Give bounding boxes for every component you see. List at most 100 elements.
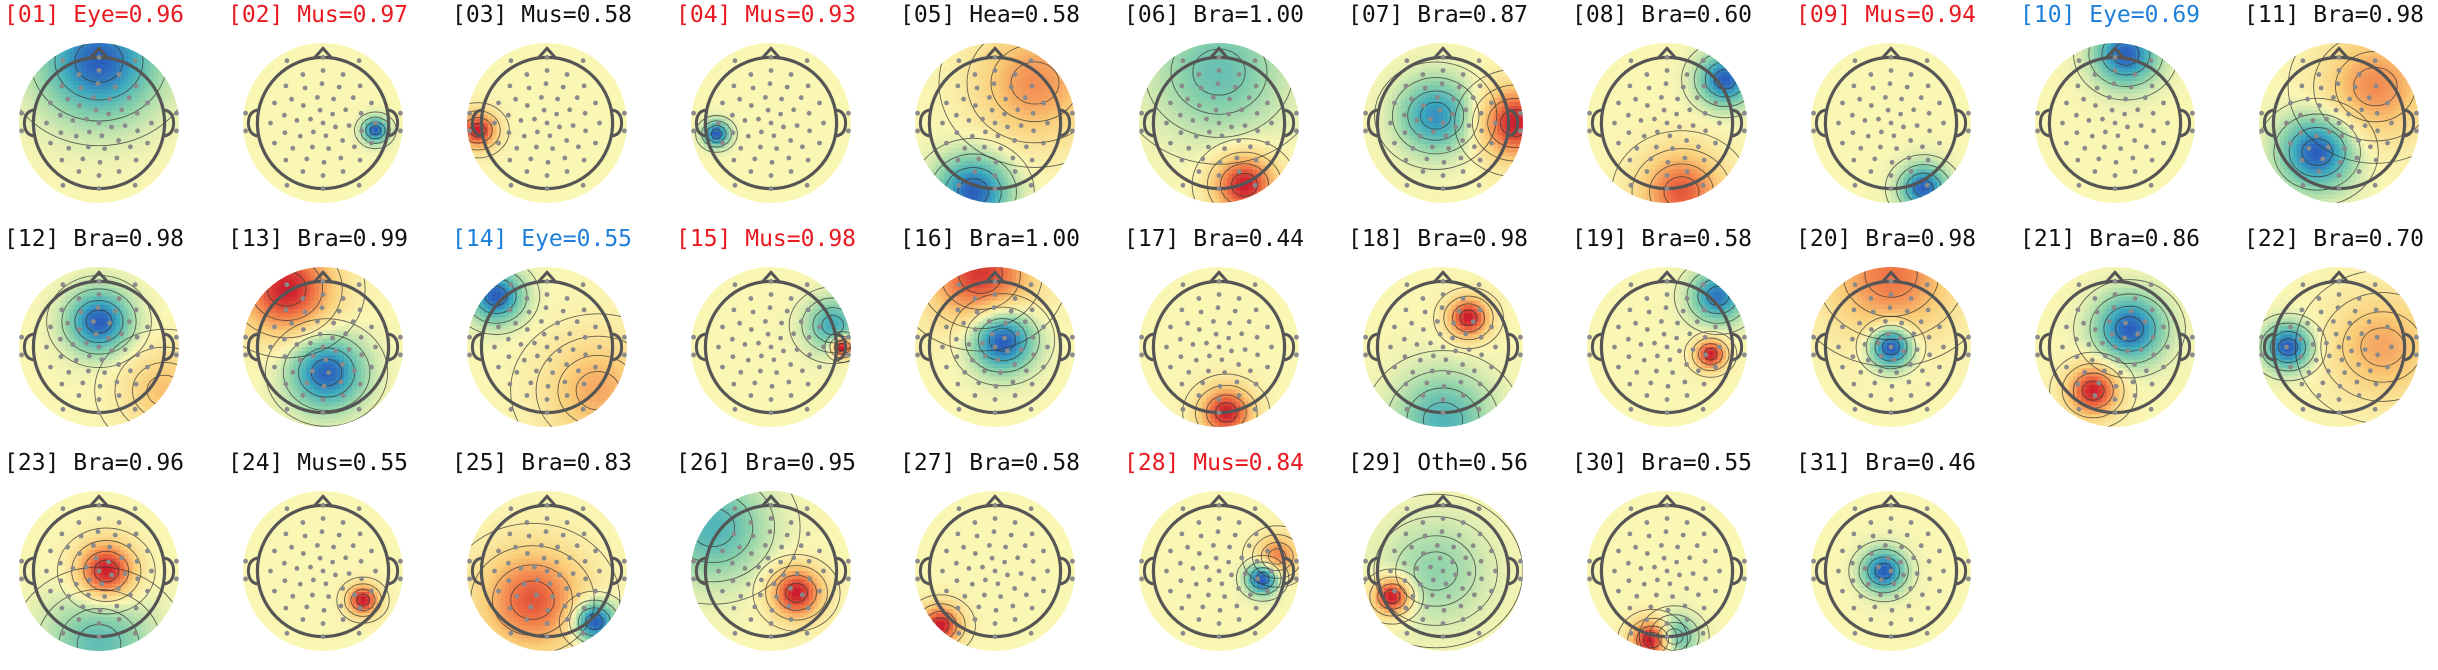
electrode-dot — [1919, 319, 1924, 324]
electrode-dot — [268, 345, 273, 350]
electrode-dot — [1421, 169, 1426, 174]
electrode-dot — [2149, 407, 2154, 412]
electrode-dot — [956, 382, 961, 387]
electrode-dot — [243, 129, 248, 134]
electrode-dot — [781, 573, 786, 578]
electrode-dot — [1217, 621, 1222, 626]
electrode-dot — [340, 362, 345, 367]
electrode-dot — [1703, 111, 1708, 116]
electrode-dot — [508, 532, 513, 537]
electrode-dot — [507, 578, 512, 583]
electrode-dot — [1019, 347, 1024, 352]
electrode-dot — [527, 310, 532, 315]
electrode-dot — [731, 578, 736, 583]
electrode-dot — [622, 129, 627, 134]
electrode-dot — [1665, 516, 1670, 521]
electrode-dot — [1911, 107, 1916, 112]
electrode-dot — [1460, 586, 1465, 591]
electrode-dot — [1493, 569, 1498, 574]
electrode-dot — [321, 397, 326, 402]
electrode-dot — [268, 121, 273, 126]
electrode-dot — [1889, 292, 1894, 297]
electrode-dot — [1030, 308, 1035, 313]
electrode-dot — [1023, 319, 1028, 324]
electrode-dot — [60, 606, 65, 611]
electrode-dot — [2259, 111, 2264, 116]
electrode-dot — [1294, 335, 1299, 340]
component-panel: [20] Bra=0.98 — [1796, 224, 2018, 446]
electrode-dot — [944, 141, 949, 146]
electrode-dot — [304, 381, 309, 386]
electrode-dot — [1236, 586, 1241, 591]
electrode-dot — [284, 84, 289, 89]
electrode-dot — [1634, 146, 1639, 151]
electrode-dot — [1702, 382, 1707, 387]
electrode-dot — [2374, 308, 2379, 313]
electrode-dot — [1243, 123, 1248, 128]
electrode-dot — [1627, 354, 1632, 359]
electrode-dot — [1405, 407, 1410, 412]
electrode-dot — [1662, 332, 1667, 337]
electrode-dot — [597, 121, 602, 126]
electrode-dot — [1629, 631, 1634, 636]
electrode-dot — [1442, 160, 1447, 165]
electrode-dot — [976, 381, 981, 386]
electrode-dot — [1886, 108, 1891, 113]
electrode-dot — [2135, 107, 2140, 112]
electrode-dot — [321, 121, 326, 126]
electrode-dot — [352, 368, 357, 373]
electrode-dot — [1869, 520, 1874, 525]
electrode-dot — [817, 141, 822, 146]
electrode-dot — [2337, 186, 2342, 191]
component-panel: [16] Bra=1.00 — [900, 224, 1122, 446]
electrode-dot — [528, 605, 533, 610]
electrode-dot — [1681, 85, 1686, 90]
electrode-dot — [1687, 331, 1692, 336]
electrode-dot — [1191, 342, 1196, 347]
electrode-dot — [301, 72, 306, 77]
electrode-dot — [1030, 606, 1035, 611]
electrode-dot — [2093, 169, 2098, 174]
electrode-dot — [1926, 532, 1931, 537]
electrode-dot — [535, 578, 540, 583]
electrode-dot — [285, 506, 290, 511]
electrode-dot — [2113, 55, 2118, 60]
electrode-dot — [514, 594, 519, 599]
electrode-dot — [1237, 169, 1242, 174]
electrode-dot — [48, 325, 53, 330]
electrode-dot — [1441, 397, 1446, 402]
electrode-dot — [980, 341, 985, 346]
electrode-dot — [321, 186, 326, 191]
electrode-dot — [1218, 160, 1223, 165]
electrode-dot — [79, 534, 84, 539]
electrode-dot — [564, 138, 569, 143]
electrode-dot — [369, 549, 374, 554]
electrode-dot — [1217, 503, 1222, 508]
electrode-dot — [506, 113, 511, 118]
electrode-dot — [369, 365, 374, 370]
electrode-dot — [1966, 577, 1971, 582]
component-label: [31] Bra=0.46 — [1796, 448, 1976, 478]
electrode-dot — [799, 95, 804, 100]
electrode-dot — [1853, 282, 1858, 287]
electrode-dot — [514, 146, 519, 151]
electrode-dot — [1628, 84, 1633, 89]
electrode-dot — [954, 337, 959, 342]
electrode-dot — [1139, 353, 1144, 358]
electrode-dot — [1701, 282, 1706, 287]
electrode-dot — [97, 397, 102, 402]
electrode-dot — [576, 592, 581, 597]
electrode-dot — [1402, 561, 1407, 566]
electrode-dot — [1197, 72, 1202, 77]
electrode-dot — [1294, 559, 1299, 564]
electrode-dot — [967, 342, 972, 347]
electrode-dot — [2385, 325, 2390, 330]
electrode-dot — [975, 534, 980, 539]
electrode-dot — [1031, 559, 1036, 564]
electrode-dot — [1204, 565, 1209, 570]
electrode-dot — [97, 634, 102, 639]
electrode-dot — [766, 556, 771, 561]
electrode-dot — [1479, 335, 1484, 340]
electrode-dot — [1139, 129, 1144, 134]
electrode-dot — [66, 370, 71, 375]
